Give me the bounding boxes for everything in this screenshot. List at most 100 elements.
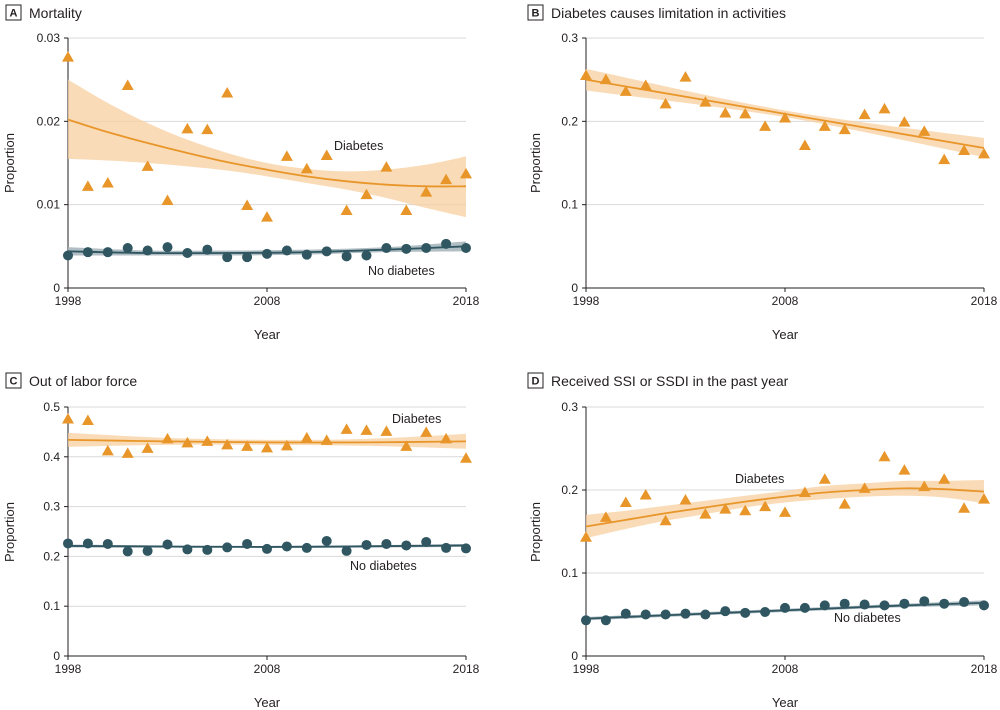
panel-d-diabetes-ci-band xyxy=(586,480,984,539)
panel-b-x-tick-label: 1998 xyxy=(573,294,600,308)
panel-a-diabetes-point xyxy=(181,122,194,134)
panel-c: C Out of labor force 0 0.1 0.2 0.3 0.4 0.5 199… xyxy=(2,372,480,710)
panel-a-x-tick-label: 2008 xyxy=(254,294,281,308)
panel-a-y-tick-label: 0.01 xyxy=(37,198,61,212)
panel-c-no-diabetes-point xyxy=(142,545,153,556)
panel-b-diabetes-point xyxy=(619,85,632,96)
panel-d-no-diabetes-label: No diabetes xyxy=(834,611,901,625)
panel-d-no-diabetes-point xyxy=(939,598,950,609)
panel-b-diabetes-point xyxy=(878,102,891,114)
panel-a-y-tick-label: 0.03 xyxy=(37,31,61,45)
panel-d-no-diabetes-point xyxy=(740,607,751,618)
panel-a-diabetes-point xyxy=(201,123,214,135)
panel-c-no-diabetes-point xyxy=(321,535,332,546)
panel-c-diabetes-point xyxy=(81,414,94,425)
panel-c-no-diabetes-point xyxy=(63,538,73,549)
panel-a-no-diabetes-point xyxy=(142,245,153,256)
panel-c-diabetes-point xyxy=(440,432,453,444)
panel-a-diabetes-point xyxy=(460,167,472,179)
panel-b-diabetes-point xyxy=(938,153,951,165)
panel-d-no-diabetes-point xyxy=(859,599,870,610)
panel-d-letter-box xyxy=(527,372,544,389)
panel-a-no-diabetes-point xyxy=(421,243,432,253)
panel-c-diabetes-point xyxy=(221,438,234,450)
panel-a-diabetes-point xyxy=(161,194,174,205)
panel-c-x-tick-label: 1998 xyxy=(55,662,82,676)
panel-c-y-axis-title: Proportion xyxy=(2,502,17,562)
panel-c-no-diabetes-point xyxy=(202,544,213,555)
panel-b-diabetes-point xyxy=(679,71,692,82)
panel-c-diabetes-point xyxy=(181,436,194,448)
panel-a-diabetes-label: Diabetes xyxy=(334,139,383,153)
panel-d-no-diabetes-point xyxy=(899,598,910,609)
panel-a-diabetes-point xyxy=(320,149,333,160)
panel-b-diabetes-point xyxy=(818,120,831,131)
panel-d-y-axis-title: Proportion xyxy=(528,502,543,562)
panel-b-diabetes-point xyxy=(918,125,931,136)
panel-a-diabetes-point xyxy=(141,160,154,171)
panel-d-diabetes-point xyxy=(898,464,911,475)
panel-d-diabetes-fit-line xyxy=(585,487,985,528)
panel-d-diabetes-point xyxy=(918,480,931,492)
panel-c-x-tick-label: 2008 xyxy=(254,662,281,676)
panel-d-diabetes-point xyxy=(580,531,592,542)
panel-b-diabetes-point xyxy=(978,147,990,159)
panel-d-no-diabetes-point xyxy=(979,600,989,611)
panel-c-x-axis-title: Year xyxy=(254,695,281,710)
panel-b-diabetes-point xyxy=(719,107,732,118)
panel-d-no-diabetes-point xyxy=(839,598,850,609)
panel-c-letter-box xyxy=(5,372,22,389)
panel-d: D Received SSI or SSDI in the past year … xyxy=(527,372,998,710)
panel-b-diabetes-point xyxy=(759,120,772,131)
panel-d-x-tick-label: 1998 xyxy=(573,662,600,676)
panel-c-diabetes-point xyxy=(201,435,214,446)
panel-a-no-diabetes-point xyxy=(222,252,233,263)
panel-a-diabetes-point xyxy=(62,51,74,62)
panel-c-diabetes-point xyxy=(340,423,353,434)
panel-c-diabetes-point xyxy=(280,439,293,451)
panel-a-no-diabetes-point xyxy=(63,250,73,261)
panel-d-x-axis-title: Year xyxy=(772,695,799,710)
panel-b-diabetes-point xyxy=(958,144,971,155)
panel-d-no-diabetes-point xyxy=(799,602,810,613)
panel-d-no-diabetes-point xyxy=(581,615,591,626)
panel-d-no-diabetes-point xyxy=(959,597,970,608)
panel-d-no-diabetes-point xyxy=(680,608,691,619)
panel-b-diabetes-point xyxy=(779,112,791,123)
panel-c-no-diabetes-point xyxy=(242,538,253,549)
panel-c-no-diabetes-point xyxy=(381,538,392,549)
panel-d-diabetes-point xyxy=(759,500,772,512)
panel-a-diabetes-point xyxy=(101,177,114,188)
panel-a-diabetes-point xyxy=(340,204,353,215)
panel-a-x-axis-title: Year xyxy=(254,327,281,342)
panel-c-y-tick-label: 0.4 xyxy=(43,450,60,464)
panel-c-diabetes-point xyxy=(101,444,114,456)
panel-c-no-diabetes-point xyxy=(222,542,233,553)
panel-d-y-tick-label: 0.1 xyxy=(561,566,578,580)
panel-d-diabetes-point xyxy=(719,503,732,514)
panel-d-no-diabetes-point xyxy=(640,609,651,620)
panel-b-diabetes-point xyxy=(659,97,672,109)
panel-d-no-diabetes-point xyxy=(819,600,830,611)
panel-c-no-diabetes-point xyxy=(361,539,372,550)
panel-d-y-tick-label: 0.3 xyxy=(561,400,578,414)
panel-a-no-diabetes-point xyxy=(361,250,372,261)
panel-a-no-diabetes-point xyxy=(401,243,412,254)
panel-d-diabetes-point xyxy=(958,502,971,513)
panel-a-no-diabetes-point xyxy=(102,247,113,258)
panel-a-diabetes-point xyxy=(420,186,433,197)
panel-a-no-diabetes-point xyxy=(461,243,471,253)
panel-d-no-diabetes-point xyxy=(600,615,611,626)
panel-c-x-tick-label: 2018 xyxy=(453,662,480,676)
panel-a-diabetes-point xyxy=(81,180,94,191)
panel-d-letter: D xyxy=(532,376,540,388)
panel-b-y-tick-label: 0.3 xyxy=(561,31,578,45)
panel-d-diabetes-label: Diabetes xyxy=(735,472,784,486)
panel-c-diabetes-point xyxy=(380,425,393,436)
panel-a-diabetes-point xyxy=(380,161,393,172)
panel-c-diabetes-point xyxy=(161,432,174,444)
panel-a-no-diabetes-point xyxy=(122,243,133,253)
panel-c-diabetes-point xyxy=(400,440,413,451)
panel-b-x-tick-label: 2008 xyxy=(772,294,799,308)
panel-d-x-tick-label: 2018 xyxy=(971,662,998,676)
